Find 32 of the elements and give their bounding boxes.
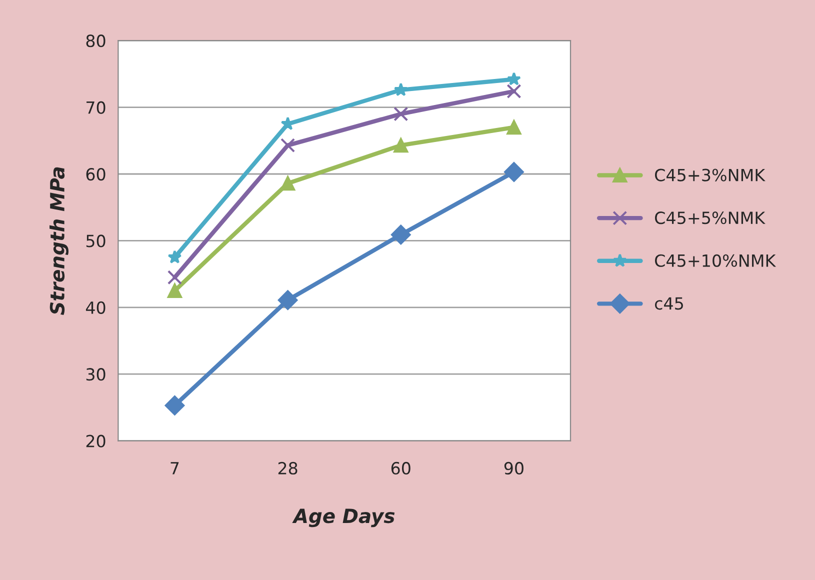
point bbox=[280, 138, 296, 153]
point bbox=[164, 396, 185, 416]
y-axis-title: Strength MPa bbox=[50, 167, 68, 316]
x-tick-label: 7 bbox=[170, 462, 179, 474]
x-tick-label: 28 bbox=[278, 462, 298, 475]
point bbox=[394, 138, 408, 153]
y-tick-label: 20 bbox=[86, 434, 106, 448]
point bbox=[506, 84, 522, 99]
x-tick-label: 90 bbox=[504, 462, 524, 475]
y-tick-label: 40 bbox=[86, 301, 106, 314]
y-tick-label: 70 bbox=[86, 101, 106, 114]
point bbox=[168, 250, 182, 264]
y-tick-label: 30 bbox=[86, 368, 106, 381]
point bbox=[167, 283, 182, 298]
y-tick-label: 60 bbox=[86, 168, 106, 181]
point bbox=[394, 82, 408, 96]
point bbox=[394, 106, 408, 122]
legend-label: C45+3%NMK bbox=[655, 168, 766, 182]
legend-label: c45 bbox=[654, 297, 683, 310]
point bbox=[390, 224, 411, 245]
x-axis-title: Age Days bbox=[292, 508, 395, 528]
point bbox=[167, 270, 182, 285]
y-tick-label: 50 bbox=[86, 234, 106, 248]
legend-label: C45+5%NMK bbox=[655, 212, 766, 224]
point bbox=[504, 162, 524, 182]
y-tick-label: 80 bbox=[86, 34, 106, 48]
point bbox=[506, 120, 522, 135]
point bbox=[278, 290, 298, 310]
x-tick-label: 60 bbox=[391, 462, 410, 475]
point bbox=[506, 72, 521, 86]
legend-label: C45+10%NMK bbox=[655, 254, 776, 267]
point bbox=[280, 176, 296, 191]
